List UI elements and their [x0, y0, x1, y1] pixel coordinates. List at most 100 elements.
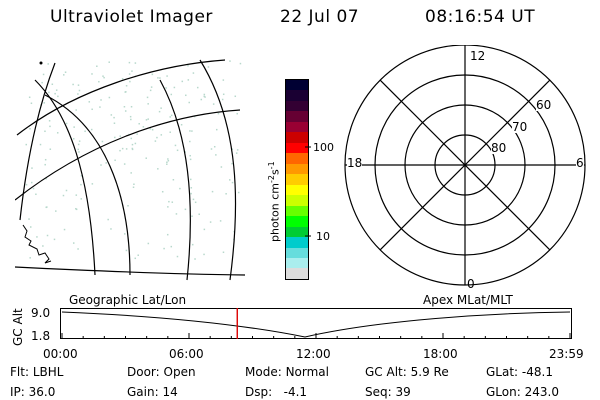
emission-speckle: [121, 147, 124, 150]
emission-speckle: [44, 158, 47, 161]
emission-speckle: [25, 183, 28, 186]
emission-speckle: [48, 120, 51, 122]
emission-speckle: [46, 206, 48, 208]
emission-speckle: [150, 86, 153, 88]
emission-speckle: [184, 151, 186, 153]
emission-speckle: [80, 198, 83, 200]
emission-speckle: [192, 72, 195, 74]
emission-speckle: [77, 248, 79, 250]
emission-speckle: [169, 116, 171, 118]
emission-speckle: [190, 178, 192, 181]
timeline-label-geographic: Geographic Lat/Lon: [69, 293, 187, 307]
emission-speckle: [149, 128, 152, 130]
emission-speckle: [100, 99, 102, 101]
emission-speckle: [173, 86, 176, 89]
emission-speckle: [187, 79, 190, 81]
emission-speckle: [192, 198, 195, 201]
emission-speckle: [30, 102, 33, 105]
emission-speckle: [125, 85, 128, 87]
emission-speckle: [54, 92, 56, 95]
emission-speckle: [72, 242, 75, 244]
timeline-xtick-label: 12:00: [296, 347, 331, 361]
emission-speckle: [221, 98, 224, 101]
emission-speckle: [130, 105, 133, 108]
emission-speckle: [80, 183, 82, 186]
emission-speckle: [130, 172, 132, 174]
status-glon: GLon: 243.0: [486, 385, 559, 399]
emission-speckle: [129, 80, 131, 83]
emission-speckle: [133, 183, 135, 185]
mlat-label-60: 60: [536, 98, 552, 112]
status-seq: Seq: 39: [365, 385, 411, 399]
emission-speckle: [77, 143, 80, 146]
emission-speckle: [193, 115, 196, 118]
emission-speckle: [215, 154, 217, 156]
colorbar-segment: [286, 142, 308, 154]
timeline-xtick-label: 18:00: [423, 347, 458, 361]
timeline-panel[interactable]: [60, 308, 575, 350]
emission-speckle: [63, 74, 65, 76]
emission-speckle: [229, 179, 231, 181]
emission-speckle: [72, 138, 75, 140]
longitude-line: [34, 79, 96, 276]
emission-speckle: [41, 81, 43, 84]
emission-speckle: [147, 242, 150, 245]
colorbar-segment: [286, 216, 308, 227]
emission-speckle: [190, 187, 193, 189]
emission-speckle: [43, 102, 46, 104]
emission-speckle: [184, 208, 187, 211]
emission-speckle: [64, 71, 67, 73]
mlat-label-70: 70: [512, 120, 528, 134]
emission-speckle: [78, 151, 80, 153]
emission-speckle: [170, 245, 173, 248]
emission-speckle: [236, 112, 238, 115]
timeline-xtick-label: 06:00: [169, 347, 204, 361]
mlt-label-0: 0: [467, 277, 475, 291]
mlt-label-18: 18: [347, 156, 363, 170]
date-readout: 22 Jul 07: [280, 7, 360, 27]
colorbar-segment: [286, 111, 308, 122]
emission-speckle: [157, 168, 159, 170]
emission-speckle: [119, 149, 121, 152]
emission-speckle: [78, 140, 81, 142]
emission-speckle: [35, 193, 37, 196]
geographic-map: [15, 59, 246, 281]
emission-speckle: [107, 218, 109, 221]
emission-speckle: [191, 215, 193, 217]
coast-dot: [39, 61, 43, 65]
emission-speckle: [108, 61, 110, 63]
emission-speckle: [136, 133, 138, 135]
emission-speckle: [181, 80, 184, 83]
emission-speckle: [203, 253, 205, 256]
status-mode: Mode: Normal: [245, 365, 329, 379]
colorbar-tick-100: 100: [313, 141, 334, 154]
emission-speckle: [131, 148, 134, 151]
emission-speckle: [124, 110, 127, 112]
emission-speckle: [235, 152, 238, 154]
emission-speckle: [132, 186, 135, 189]
emission-speckle: [72, 83, 74, 86]
emission-speckle: [28, 96, 31, 99]
colorbar-segment: [286, 100, 308, 112]
emission-speckle: [151, 73, 154, 76]
colorbar-segment: [286, 153, 308, 164]
emission-speckle: [234, 95, 237, 98]
polar-diagonal: [379, 79, 551, 251]
emission-speckle: [113, 122, 116, 124]
emission-speckle: [114, 136, 116, 139]
emission-speckle: [129, 115, 132, 118]
emission-speckle: [212, 103, 215, 105]
emission-speckle: [161, 190, 164, 193]
timeline-ymax: 9.0: [31, 306, 51, 320]
emission-speckle: [29, 257, 31, 259]
emission-speckle: [125, 91, 127, 93]
colorbar-segment: [286, 247, 308, 258]
emission-speckle: [203, 93, 206, 96]
emission-speckle: [32, 187, 35, 190]
emission-speckle: [147, 103, 149, 105]
mlat-label-80: 80: [491, 141, 507, 155]
emission-speckle: [110, 228, 112, 230]
emission-speckle: [110, 114, 113, 116]
map-edge: [15, 266, 246, 276]
status-gc-alt: GC Alt: 5.9 Re: [365, 365, 449, 379]
